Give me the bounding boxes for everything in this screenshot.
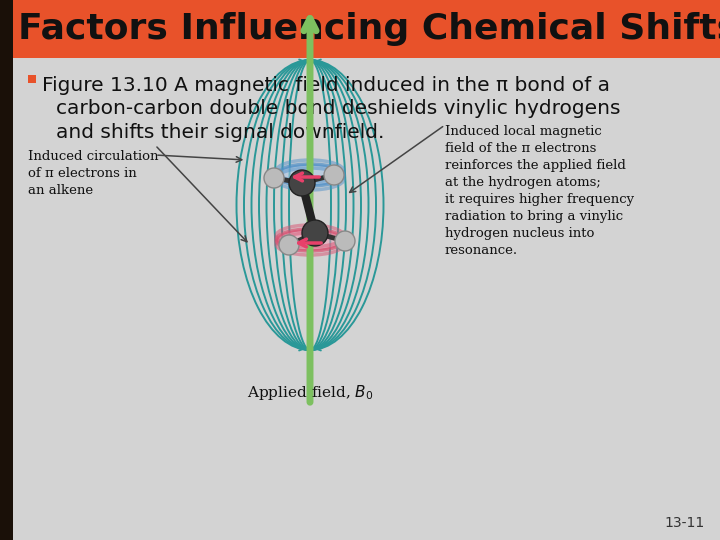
Circle shape xyxy=(264,168,284,188)
Text: Applied field, $B_0$: Applied field, $B_0$ xyxy=(247,383,373,402)
Circle shape xyxy=(289,170,315,196)
Circle shape xyxy=(279,235,299,255)
Text: Factors Influencing Chemical Shifts: Factors Influencing Chemical Shifts xyxy=(18,12,720,46)
Text: Induced local magnetic
field of the π electrons
reinforces the applied field
at : Induced local magnetic field of the π el… xyxy=(445,125,634,257)
Bar xyxy=(0,0,13,540)
Bar xyxy=(28,75,36,83)
Text: Induced circulation
of π electrons in
an alkene: Induced circulation of π electrons in an… xyxy=(28,150,158,197)
Circle shape xyxy=(324,165,344,185)
Text: Figure 13.10 A magnetic field induced in the π bond of a: Figure 13.10 A magnetic field induced in… xyxy=(42,76,610,95)
Ellipse shape xyxy=(277,230,343,250)
Circle shape xyxy=(302,220,328,246)
Bar xyxy=(13,58,720,540)
Text: carbon-carbon double bond deshields vinylic hydrogens: carbon-carbon double bond deshields viny… xyxy=(56,99,621,118)
Bar xyxy=(0,0,720,58)
Text: and shifts their signal downfield.: and shifts their signal downfield. xyxy=(56,123,384,142)
Ellipse shape xyxy=(277,165,343,185)
Circle shape xyxy=(335,231,355,251)
Text: 13-11: 13-11 xyxy=(665,516,705,530)
